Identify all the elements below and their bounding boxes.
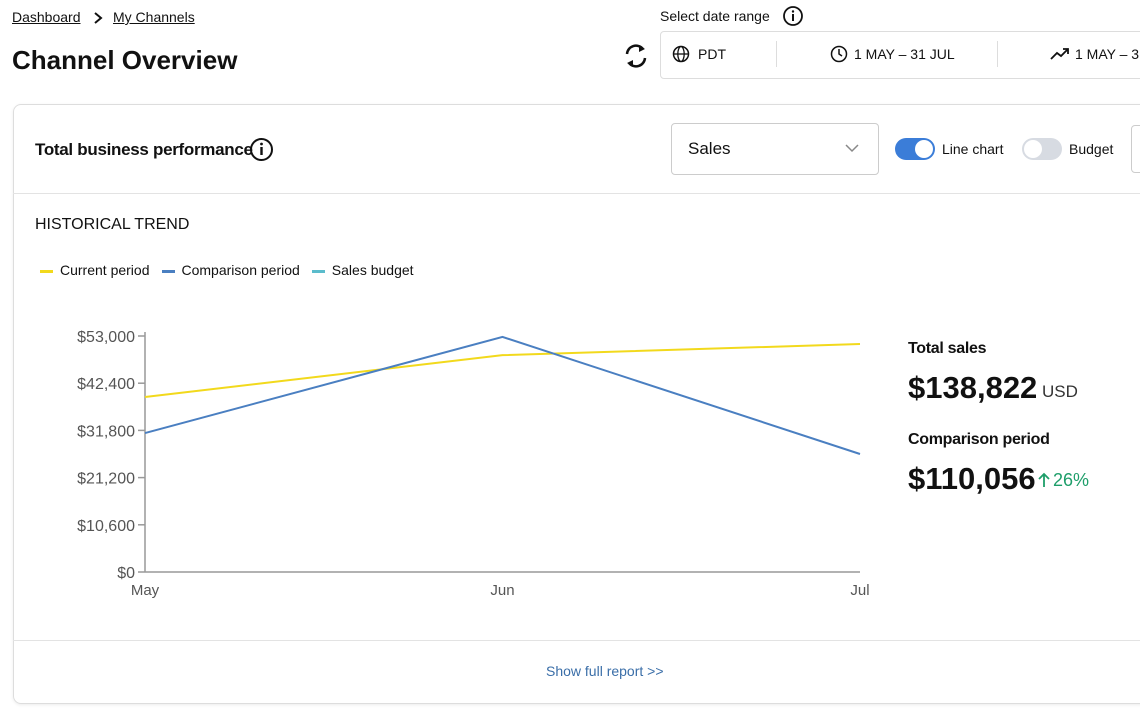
series-line (144, 343, 861, 398)
y-tick-label: $31,800 (77, 423, 135, 440)
refresh-button[interactable] (622, 40, 650, 72)
divider (776, 41, 777, 67)
breadcrumb-chevron (94, 12, 103, 24)
divider (13, 193, 1140, 194)
legend-item: Comparison period (161, 262, 300, 278)
toggle-knob (915, 140, 933, 158)
legend-item: Sales budget (311, 262, 414, 278)
summary-label: Total sales (908, 340, 987, 357)
legend-label: Sales budget (331, 262, 414, 278)
show-report-link[interactable]: Show full report >> (546, 663, 664, 679)
divider (13, 640, 1140, 641)
y-tick-label: $42,400 (77, 376, 135, 393)
toggle-knob (1024, 140, 1042, 158)
toggle-switch[interactable] (1022, 138, 1062, 160)
legend-swatch (311, 269, 325, 273)
legend-swatch (40, 269, 53, 273)
info-icon[interactable] (782, 5, 804, 27)
y-tick-label: $10,600 (77, 518, 135, 535)
trend-icon (1050, 48, 1069, 60)
more-control[interactable] (1131, 125, 1140, 173)
breadcrumb-link[interactable]: Dashboard (12, 9, 81, 25)
card-title: Total business performance (35, 140, 253, 159)
metric-select-value: Sales (688, 139, 731, 158)
toggle-label: Budget (1069, 141, 1114, 157)
timezone: PDT (698, 46, 726, 62)
section-title: HISTORICAL TREND (35, 216, 190, 233)
page-title: Channel Overview (12, 45, 238, 75)
chevron-down (845, 144, 859, 153)
x-tick-label: Jul (850, 582, 869, 599)
up-arrow (1038, 472, 1050, 487)
breadcrumb-link[interactable]: My Channels (113, 9, 195, 25)
performance-card (13, 104, 1140, 704)
date-range-label: Select date range (660, 8, 770, 24)
summary-label: Comparison period (908, 431, 1050, 448)
date-range-bar[interactable] (660, 31, 1140, 79)
legend-swatch (161, 269, 175, 273)
currency: USD (1042, 382, 1078, 401)
change: 26% (1053, 470, 1090, 490)
clock-icon (830, 45, 848, 63)
metric-select[interactable] (671, 123, 879, 175)
globe-icon (672, 45, 690, 63)
x-tick-label: May (131, 582, 160, 599)
legend-label: Current period (60, 262, 150, 278)
legend-item: Current period (40, 262, 150, 278)
comparison-range: 1 MAY – 31 JUL (1075, 46, 1140, 62)
toggle-switch[interactable] (895, 138, 935, 160)
y-tick-label: $21,200 (77, 471, 135, 488)
info-icon[interactable] (249, 137, 274, 162)
summary-value: $138,822 (908, 370, 1038, 405)
divider (997, 41, 998, 67)
summary-value: $110,056 (908, 461, 1036, 496)
legend: Current period Comparison period Sales bud… (40, 262, 414, 278)
legend-label: Comparison period (181, 262, 300, 278)
y-tick-label: $0 (117, 565, 135, 582)
series-line (144, 335, 861, 455)
toggle-label: Line chart (942, 141, 1004, 157)
y-tick-label: $53,000 (77, 329, 135, 346)
date-range: 1 MAY – 31 JUL (854, 46, 955, 62)
x-tick-label: Jun (490, 582, 514, 599)
